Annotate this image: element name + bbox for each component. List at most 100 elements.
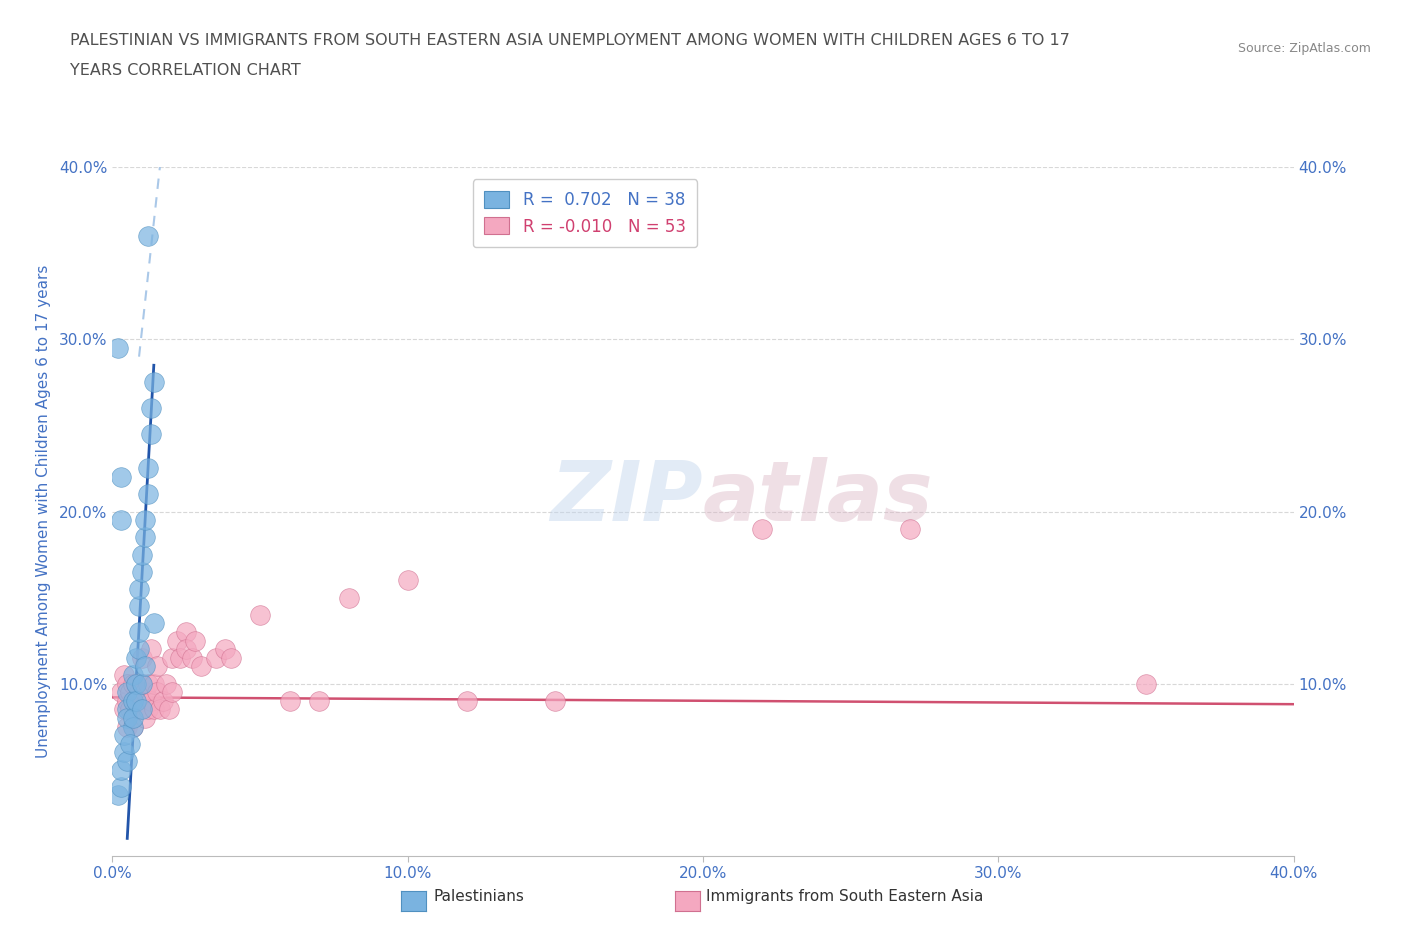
Point bbox=[117, 711, 138, 725]
Point bbox=[131, 650, 153, 665]
Point bbox=[107, 340, 129, 355]
Text: Source: ZipAtlas.com: Source: ZipAtlas.com bbox=[1237, 42, 1371, 55]
Point bbox=[128, 599, 150, 614]
Point bbox=[278, 694, 301, 709]
Point bbox=[337, 591, 360, 605]
Point bbox=[128, 581, 150, 596]
Point bbox=[128, 684, 150, 699]
Point bbox=[308, 694, 330, 709]
Point bbox=[131, 676, 153, 691]
Point bbox=[125, 676, 148, 691]
Point bbox=[120, 737, 142, 751]
Point bbox=[117, 694, 138, 709]
Point bbox=[125, 694, 148, 709]
Point bbox=[139, 427, 162, 442]
Point bbox=[122, 676, 145, 691]
Point bbox=[134, 659, 156, 674]
Point bbox=[128, 702, 150, 717]
Point bbox=[134, 711, 156, 725]
Point bbox=[181, 650, 204, 665]
Point bbox=[120, 702, 142, 717]
Point bbox=[131, 547, 153, 562]
Point bbox=[117, 676, 138, 691]
Point bbox=[125, 694, 148, 709]
Point bbox=[112, 745, 135, 760]
Point bbox=[117, 753, 138, 768]
Point bbox=[142, 375, 165, 390]
Point bbox=[898, 522, 921, 537]
Point bbox=[214, 642, 236, 657]
Point bbox=[152, 694, 174, 709]
Point bbox=[134, 684, 156, 699]
Point bbox=[160, 684, 183, 699]
Point bbox=[396, 573, 419, 588]
Point bbox=[219, 650, 242, 665]
Point bbox=[110, 470, 132, 485]
Point bbox=[136, 487, 159, 502]
Point bbox=[110, 763, 132, 777]
Y-axis label: Unemployment Among Women with Children Ages 6 to 17 years: Unemployment Among Women with Children A… bbox=[35, 265, 51, 758]
Point bbox=[146, 659, 169, 674]
Point bbox=[205, 650, 228, 665]
Point bbox=[146, 684, 169, 699]
Text: Immigrants from South Eastern Asia: Immigrants from South Eastern Asia bbox=[706, 889, 983, 904]
Point bbox=[456, 694, 478, 709]
Point bbox=[122, 668, 145, 683]
Point bbox=[169, 650, 191, 665]
Point bbox=[136, 702, 159, 717]
Point bbox=[174, 625, 197, 640]
Point bbox=[131, 702, 153, 717]
Point bbox=[112, 702, 135, 717]
Point bbox=[120, 684, 142, 699]
Point bbox=[131, 565, 153, 579]
Point bbox=[160, 650, 183, 665]
Point bbox=[125, 676, 148, 691]
Text: Palestinians: Palestinians bbox=[433, 889, 524, 904]
Point bbox=[110, 512, 132, 527]
Point bbox=[142, 702, 165, 717]
Point bbox=[107, 788, 129, 803]
Point bbox=[166, 633, 188, 648]
Point bbox=[184, 633, 207, 648]
Point bbox=[117, 702, 138, 717]
Point bbox=[134, 530, 156, 545]
Point bbox=[142, 676, 165, 691]
Point bbox=[139, 694, 162, 709]
Point bbox=[112, 728, 135, 743]
Point bbox=[122, 711, 145, 725]
Point bbox=[751, 522, 773, 537]
Point bbox=[122, 719, 145, 734]
Point bbox=[131, 676, 153, 691]
Text: atlas: atlas bbox=[703, 458, 934, 538]
Point bbox=[122, 719, 145, 734]
Text: YEARS CORRELATION CHART: YEARS CORRELATION CHART bbox=[70, 63, 301, 78]
Point bbox=[1135, 676, 1157, 691]
Point bbox=[142, 616, 165, 631]
Point bbox=[174, 642, 197, 657]
Point bbox=[136, 229, 159, 244]
Point bbox=[125, 650, 148, 665]
Point bbox=[128, 625, 150, 640]
Point bbox=[139, 401, 162, 416]
Point bbox=[139, 642, 162, 657]
Text: ZIP: ZIP bbox=[550, 458, 703, 538]
Point bbox=[131, 694, 153, 709]
Point bbox=[136, 461, 159, 476]
Point bbox=[134, 512, 156, 527]
Point bbox=[128, 642, 150, 657]
Point bbox=[112, 668, 135, 683]
Point bbox=[122, 694, 145, 709]
Point bbox=[117, 684, 138, 699]
Point bbox=[157, 702, 180, 717]
Legend: R =  0.702   N = 38, R = -0.010   N = 53: R = 0.702 N = 38, R = -0.010 N = 53 bbox=[472, 179, 697, 247]
Point bbox=[149, 702, 172, 717]
Point bbox=[117, 719, 138, 734]
Point bbox=[190, 659, 212, 674]
Point bbox=[249, 607, 271, 622]
Point bbox=[110, 684, 132, 699]
Point bbox=[110, 779, 132, 794]
Text: PALESTINIAN VS IMMIGRANTS FROM SOUTH EASTERN ASIA UNEMPLOYMENT AMONG WOMEN WITH : PALESTINIAN VS IMMIGRANTS FROM SOUTH EAS… bbox=[70, 33, 1070, 47]
Point bbox=[544, 694, 567, 709]
Point bbox=[136, 676, 159, 691]
Point bbox=[155, 676, 177, 691]
